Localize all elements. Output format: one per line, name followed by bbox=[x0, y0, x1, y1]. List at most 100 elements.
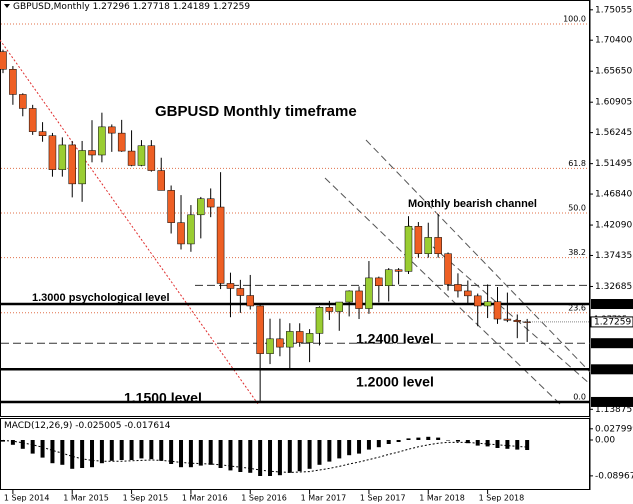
candle-body bbox=[345, 290, 353, 303]
y-tick-label: 1.56245 bbox=[595, 128, 632, 138]
y-tick-label: 0.00 bbox=[595, 436, 615, 446]
candle-body bbox=[444, 253, 452, 285]
candle-body bbox=[187, 214, 195, 245]
candle-body bbox=[384, 269, 393, 286]
macd-bar bbox=[357, 440, 362, 454]
low: 1.24189 bbox=[173, 2, 210, 12]
macd-bar bbox=[465, 440, 470, 444]
candle-body bbox=[38, 131, 47, 136]
candle-body bbox=[206, 198, 215, 208]
candle-body bbox=[503, 318, 512, 321]
macd-bar bbox=[30, 440, 35, 454]
y-tick-label: 1.37435 bbox=[595, 251, 632, 261]
candle-body bbox=[137, 145, 146, 166]
macd-bar bbox=[297, 440, 302, 472]
level-label: 1.24000 bbox=[594, 339, 631, 349]
y-tick-label: 1.42090 bbox=[595, 221, 632, 231]
candle-body bbox=[424, 237, 433, 254]
macd-bar bbox=[485, 440, 490, 447]
y-tick-label: -0.089671 bbox=[595, 471, 633, 481]
macd-bar bbox=[169, 440, 174, 464]
macd-bar bbox=[80, 440, 85, 468]
macd-bar bbox=[455, 440, 460, 442]
macd-bar bbox=[446, 440, 451, 441]
candle-body bbox=[473, 295, 482, 307]
macd-bar bbox=[119, 440, 124, 460]
x-tick-label: 1 Sep 2016 bbox=[241, 494, 287, 503]
level-label: 1.15000 bbox=[594, 397, 631, 407]
macd-bar bbox=[366, 440, 371, 450]
candle-body bbox=[117, 132, 126, 152]
fib-label: 23.6 bbox=[568, 303, 586, 312]
macd-bar bbox=[248, 440, 253, 473]
fib-label: 38.2 bbox=[568, 248, 586, 257]
candle-body bbox=[404, 226, 413, 272]
candle-body bbox=[434, 237, 442, 254]
macd-bar bbox=[109, 440, 114, 461]
candle-body bbox=[454, 284, 462, 292]
macd-bar bbox=[337, 440, 342, 459]
candle-body bbox=[266, 338, 274, 354]
macd-bar bbox=[426, 436, 431, 440]
macd-bar bbox=[515, 440, 520, 450]
macd-bar bbox=[218, 440, 223, 468]
candle-body bbox=[246, 295, 254, 307]
x-tick-label: 1 Mar 2017 bbox=[301, 494, 347, 503]
macd-bar bbox=[268, 440, 273, 476]
macd-bar bbox=[525, 440, 530, 451]
x-tick-label: 1 Sep 2018 bbox=[479, 494, 525, 503]
high: 1.27718 bbox=[133, 2, 170, 12]
candle-body bbox=[28, 108, 37, 132]
macd-bar bbox=[307, 440, 312, 469]
candle-body bbox=[0, 51, 7, 70]
macd-bar bbox=[149, 440, 154, 460]
signal-line bbox=[2, 439, 528, 473]
x-tick-label: 1 Mar 2018 bbox=[419, 494, 465, 503]
annotation: 1.3000 psychological level bbox=[32, 292, 170, 304]
macd-bar bbox=[317, 440, 322, 465]
header-arrow bbox=[4, 4, 10, 8]
macd-bar bbox=[70, 440, 75, 469]
candle-body bbox=[157, 170, 165, 191]
candle-body bbox=[58, 144, 67, 170]
candle-body bbox=[197, 198, 205, 216]
fib-label: 61.8 bbox=[568, 159, 586, 168]
signal-value: -0.017614 bbox=[124, 421, 170, 431]
candle-body bbox=[19, 94, 27, 109]
level-label-box bbox=[591, 338, 633, 349]
macd-bar bbox=[495, 440, 500, 448]
y-tick-label: 1.13875 bbox=[595, 405, 632, 415]
fib-label: 50.0 bbox=[568, 203, 586, 212]
macd-bar bbox=[159, 440, 164, 461]
candle-body bbox=[365, 277, 373, 309]
macd-bar bbox=[416, 437, 421, 440]
candle-body bbox=[48, 135, 57, 170]
candle-body bbox=[355, 290, 363, 309]
macd-bar bbox=[505, 440, 510, 449]
y-tick-label: 1.46840 bbox=[595, 190, 632, 200]
candle-body bbox=[414, 226, 423, 254]
candle-body bbox=[286, 331, 294, 348]
x-tick-label: 1 Sep 2017 bbox=[360, 494, 406, 503]
candle-body bbox=[513, 320, 522, 322]
macd-bar bbox=[386, 440, 391, 444]
candle-body bbox=[493, 301, 502, 320]
macd-bar bbox=[129, 440, 134, 460]
candle-body bbox=[98, 126, 106, 156]
fib-label: 100.0 bbox=[563, 15, 586, 24]
macd-bar bbox=[99, 440, 104, 464]
x-tick-label: 1 Sep 2014 bbox=[4, 494, 50, 503]
macd-bar bbox=[139, 440, 144, 459]
x-tick-label: 1 Mar 2016 bbox=[182, 494, 228, 503]
level-label-box bbox=[591, 396, 633, 407]
macd-value: -0.025005 bbox=[75, 421, 121, 431]
macd-bar bbox=[188, 440, 193, 468]
macd-bar bbox=[277, 440, 282, 476]
candle-body bbox=[88, 150, 96, 156]
annotation: 1.2000 level bbox=[356, 374, 434, 390]
candle-body bbox=[325, 307, 334, 312]
candle-body bbox=[375, 277, 383, 286]
macd-bar bbox=[327, 440, 332, 462]
macd-bar bbox=[436, 437, 441, 440]
